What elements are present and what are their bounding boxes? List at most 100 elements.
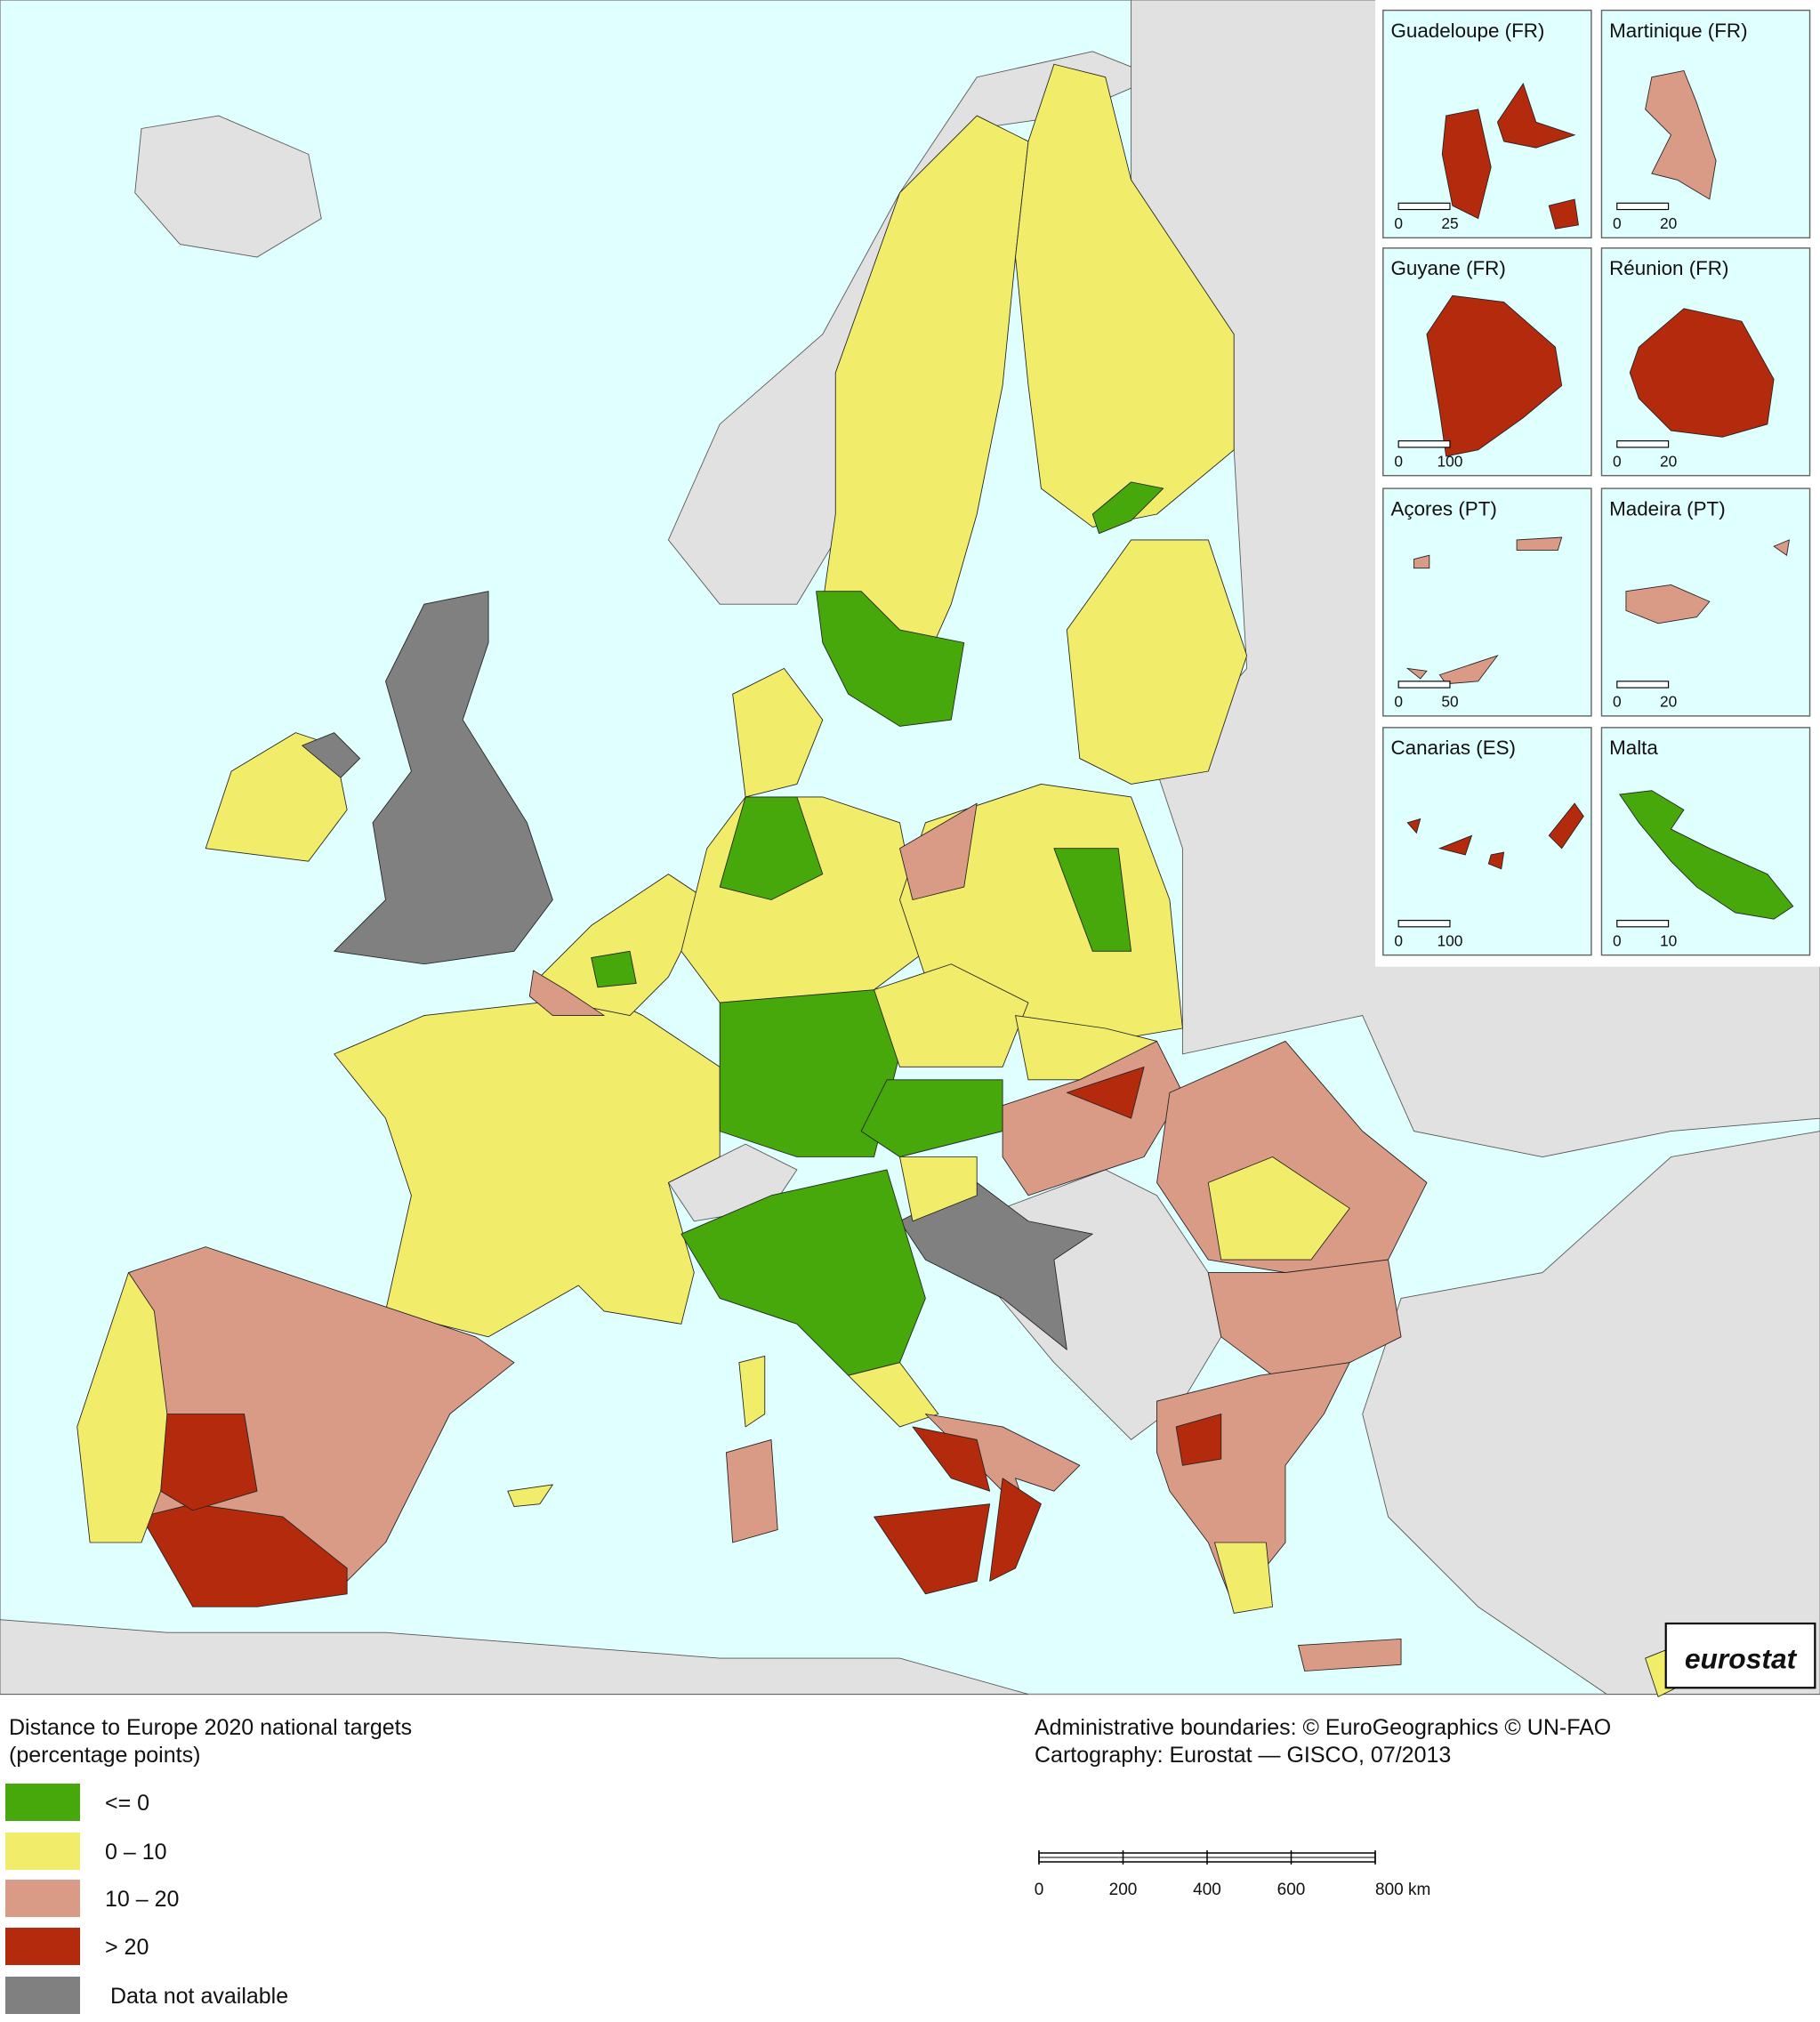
legend-swatch	[5, 1928, 80, 1965]
region	[1066, 539, 1248, 785]
legend-swatch	[5, 1880, 80, 1917]
inset-scale-label: 100	[1437, 932, 1462, 950]
inset-scale-label: 0	[1613, 932, 1622, 950]
scale-bar-label: 800 km	[1375, 1881, 1430, 1899]
inset-scale-bar	[1616, 920, 1670, 928]
inset-region	[1625, 539, 1790, 624]
region	[989, 1478, 1042, 1582]
legend-title: Distance to Europe 2020 national targets	[9, 1715, 412, 1740]
scale-bar-label: 200	[1109, 1881, 1138, 1899]
inset-label: Guadeloupe (FR)	[1390, 20, 1544, 42]
region	[874, 1503, 991, 1595]
region	[738, 1356, 766, 1428]
region	[302, 732, 361, 778]
region	[1175, 1414, 1222, 1466]
inset-scale-label: 10	[1660, 932, 1677, 950]
insets: Guadeloupe (FR) 0 25 Martinique (FR) 0 20 Guya…	[1382, 9, 1811, 956]
region	[507, 1484, 553, 1507]
scale-bar: 0 200 400 600 800 km	[1035, 1850, 1430, 1899]
region	[874, 963, 1029, 1067]
legend-swatch	[5, 1977, 80, 2014]
inset-scale-bar	[1397, 202, 1451, 211]
logo: eurostat	[1664, 1622, 1816, 1689]
inset-scale-label: 0	[1394, 453, 1403, 471]
legend-title: (percentage points)	[9, 1743, 200, 1768]
region	[1066, 1066, 1145, 1119]
legend-items: <= 0 0 – 10 10 – 20 > 20 Data not available	[5, 1784, 288, 2014]
region	[899, 1181, 1093, 1350]
region	[725, 1438, 778, 1543]
inset-region	[1618, 790, 1794, 920]
region	[912, 1426, 991, 1492]
inset-scale-bar	[1616, 202, 1670, 211]
legend-label: 0 – 10	[105, 1840, 167, 1865]
region	[860, 1079, 1003, 1157]
region	[1091, 481, 1164, 535]
inset-scale-label: 100	[1437, 453, 1462, 471]
logo-box	[1664, 1622, 1816, 1689]
scale-bar-label: 600	[1277, 1881, 1306, 1899]
inset-region	[1426, 294, 1563, 457]
inset-scale-label: 0	[1613, 693, 1622, 711]
inset-label: Madeira (PT)	[1609, 497, 1726, 520]
inset-frame	[1382, 487, 1592, 717]
inset-label: Martinique (FR)	[1609, 20, 1747, 42]
inset-scale-label: 0	[1394, 693, 1403, 711]
inset-scale-bar	[1397, 440, 1451, 448]
region	[732, 667, 824, 798]
legend-swatch	[5, 1833, 80, 1870]
inset-scale-bar	[1616, 681, 1670, 689]
region	[528, 970, 605, 1016]
inset-scale-label: 25	[1441, 214, 1458, 232]
region	[1207, 1259, 1402, 1376]
inset-scale-bar	[1397, 920, 1451, 928]
legend-swatch	[5, 1784, 80, 1821]
legend-label: 10 – 20	[105, 1887, 179, 1912]
region	[1214, 1542, 1273, 1614]
region	[591, 950, 637, 988]
region	[1298, 1638, 1402, 1672]
legend: Distance to Europe 2020 national targets…	[5, 1715, 412, 2014]
region	[77, 1272, 168, 1543]
inset-scale-bar	[1616, 440, 1670, 448]
legend-label: <= 0	[105, 1791, 149, 1816]
region	[816, 591, 965, 727]
inset-region	[1441, 82, 1579, 230]
region	[899, 1156, 978, 1222]
inset-scale-bar	[1397, 681, 1451, 689]
region	[1207, 1156, 1350, 1261]
inset-region	[1629, 308, 1775, 438]
inset-scale-label: 20	[1660, 453, 1677, 471]
inset-scale-label: 0	[1394, 214, 1403, 232]
region	[1015, 63, 1235, 528]
region	[1053, 848, 1132, 952]
inset-frame	[1382, 9, 1592, 239]
legend-label: > 20	[105, 1935, 149, 1960]
credits: Administrative boundaries: © EuroGeograp…	[1035, 1715, 1611, 1768]
inset-frame	[1600, 9, 1811, 239]
scale-bar-label: 400	[1193, 1881, 1221, 1899]
inset-scale-label: 0	[1613, 214, 1622, 232]
inset-scale-label: 20	[1660, 214, 1677, 232]
map-body: Guadeloupe (FR) 0 25 Martinique (FR) 0 20 Guya…	[0, 0, 1820, 1697]
region	[334, 591, 553, 965]
credit-line: Cartography: Eurostat — GISCO, 07/2013	[1035, 1743, 1451, 1768]
inset-label: Açores (PT)	[1390, 497, 1496, 520]
inset-label: Réunion (FR)	[1609, 257, 1728, 279]
inset-scale-label: 0	[1394, 932, 1403, 950]
logo-text: eurostat	[1685, 1643, 1798, 1675]
region	[848, 1362, 939, 1428]
inset-scale-label: 0	[1613, 453, 1622, 471]
region	[719, 796, 824, 900]
inset-scale-label: 20	[1660, 693, 1677, 711]
regions	[77, 63, 1711, 1697]
inset-label: Malta	[1609, 737, 1658, 759]
inset-label: Guyane (FR)	[1390, 257, 1505, 279]
credit-line: Administrative boundaries: © EuroGeograp…	[1035, 1715, 1611, 1740]
inset-label: Canarias (ES)	[1390, 737, 1516, 759]
legend-label: Data not available	[110, 1984, 288, 2009]
inset-region	[1406, 802, 1584, 870]
inset-scale-label: 50	[1441, 693, 1458, 711]
